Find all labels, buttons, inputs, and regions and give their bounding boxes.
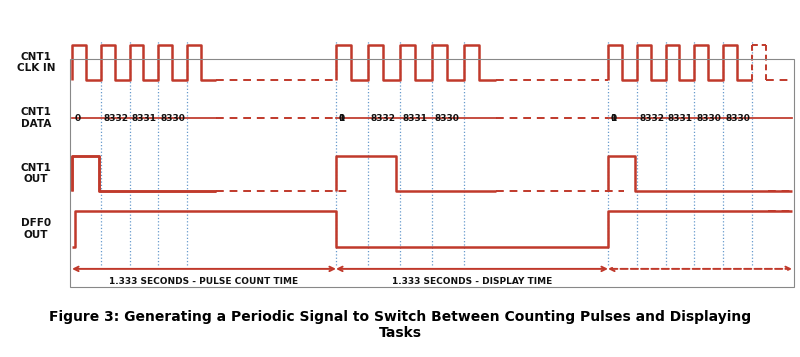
Text: 8330: 8330 [434,114,459,122]
Text: 1.333 SECONDS - DISPLAY TIME: 1.333 SECONDS - DISPLAY TIME [392,277,552,286]
Text: 1: 1 [610,114,617,122]
Text: 8332: 8332 [103,114,128,122]
Text: 8330: 8330 [161,114,186,122]
Text: 8330: 8330 [697,114,722,122]
Text: 8332: 8332 [370,114,395,122]
Text: 8331: 8331 [668,114,693,122]
Text: CNT1
DATA: CNT1 DATA [21,107,51,129]
Text: CNT1
CLK IN: CNT1 CLK IN [17,52,55,73]
Text: 0: 0 [610,114,617,122]
Text: 8332: 8332 [639,114,664,122]
Text: 8331: 8331 [132,114,157,122]
Text: 1: 1 [338,114,345,122]
Text: 0: 0 [338,114,345,122]
Text: DFF0
OUT: DFF0 OUT [21,218,51,240]
Text: 1.333 SECONDS - PULSE COUNT TIME: 1.333 SECONDS - PULSE COUNT TIME [110,277,298,286]
Bar [70,59,794,287]
Text: 8331: 8331 [402,114,427,122]
Text: 0: 0 [74,114,81,122]
Text: Figure 3: Generating a Periodic Signal to Switch Between Counting Pulses and Dis: Figure 3: Generating a Periodic Signal t… [49,310,751,340]
Text: 8330: 8330 [726,114,750,122]
Text: CNT1
OUT: CNT1 OUT [21,163,51,184]
